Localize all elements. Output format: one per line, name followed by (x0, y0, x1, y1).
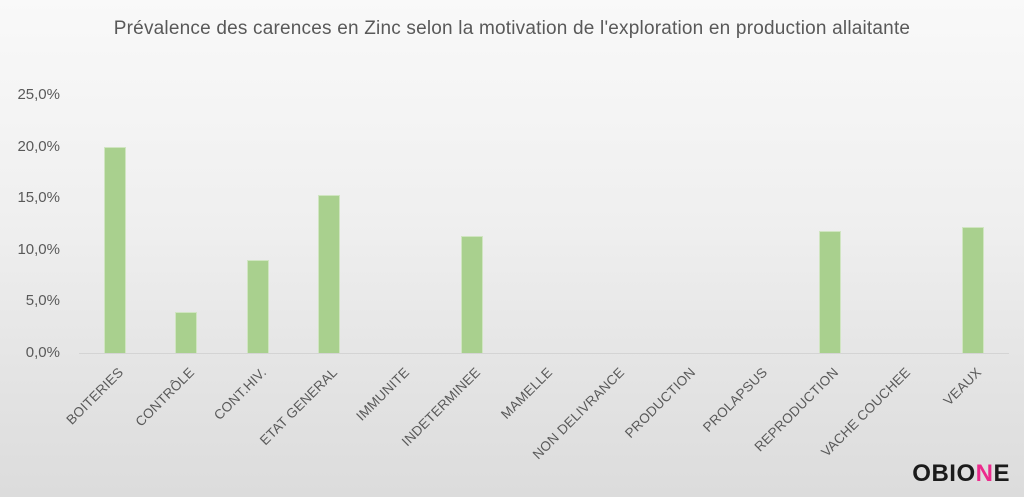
logo-text-prefix: OBIO (912, 460, 976, 487)
y-tick-label: 5,0% (25, 292, 60, 310)
x-tick-label-boiteries: BOITERIES (63, 364, 127, 428)
x-tick-label-reproduction: REPRODUCTION (751, 364, 842, 455)
x-tick-label-cont-hiv-: CONT.HIV. (210, 364, 270, 423)
bar-boiteries (103, 146, 126, 353)
obione-logo: OBIONE (912, 460, 1010, 488)
x-tick-label-vache-couchee: VACHE COUCHEE (817, 364, 913, 460)
bar-etat-general (318, 195, 341, 353)
x-tick-label-mamelle: MAMELLE (498, 364, 556, 422)
bar-cont-hiv- (246, 260, 269, 353)
x-tick-label-etat-general: ETAT GENERAL (257, 364, 341, 449)
y-tick-label: 20,0% (17, 137, 60, 155)
x-tick-label-production: PRODUCTION (622, 364, 699, 441)
chart-title: Prévalence des carences en Zinc selon la… (113, 18, 911, 39)
bar-reproduction (819, 231, 842, 353)
bar-veaux (962, 227, 985, 353)
y-tick-label: 0,0% (25, 344, 60, 361)
x-tick-label-indeterminee: INDETERMINEE (399, 364, 484, 450)
x-axis-baseline (79, 353, 1009, 354)
x-tick-label-non-delivrance: NON DELIVRANCE (529, 364, 627, 463)
x-tick-label-contr-le: CONTRÔLE (132, 364, 198, 430)
bar-indeterminee (461, 236, 484, 353)
y-tick-label: 10,0% (17, 240, 60, 258)
bar-contr-le (175, 311, 198, 353)
y-tick-label: 25,0% (17, 86, 60, 103)
plot-area (79, 95, 1009, 353)
logo-text-accent: N (975, 460, 994, 487)
x-tick-label-immunite: IMMUNITE (353, 364, 413, 424)
x-tick-label-prolapsus: PROLAPSUS (699, 364, 770, 435)
logo-text-suffix: E (993, 460, 1010, 487)
y-tick-label: 15,0% (17, 189, 60, 207)
